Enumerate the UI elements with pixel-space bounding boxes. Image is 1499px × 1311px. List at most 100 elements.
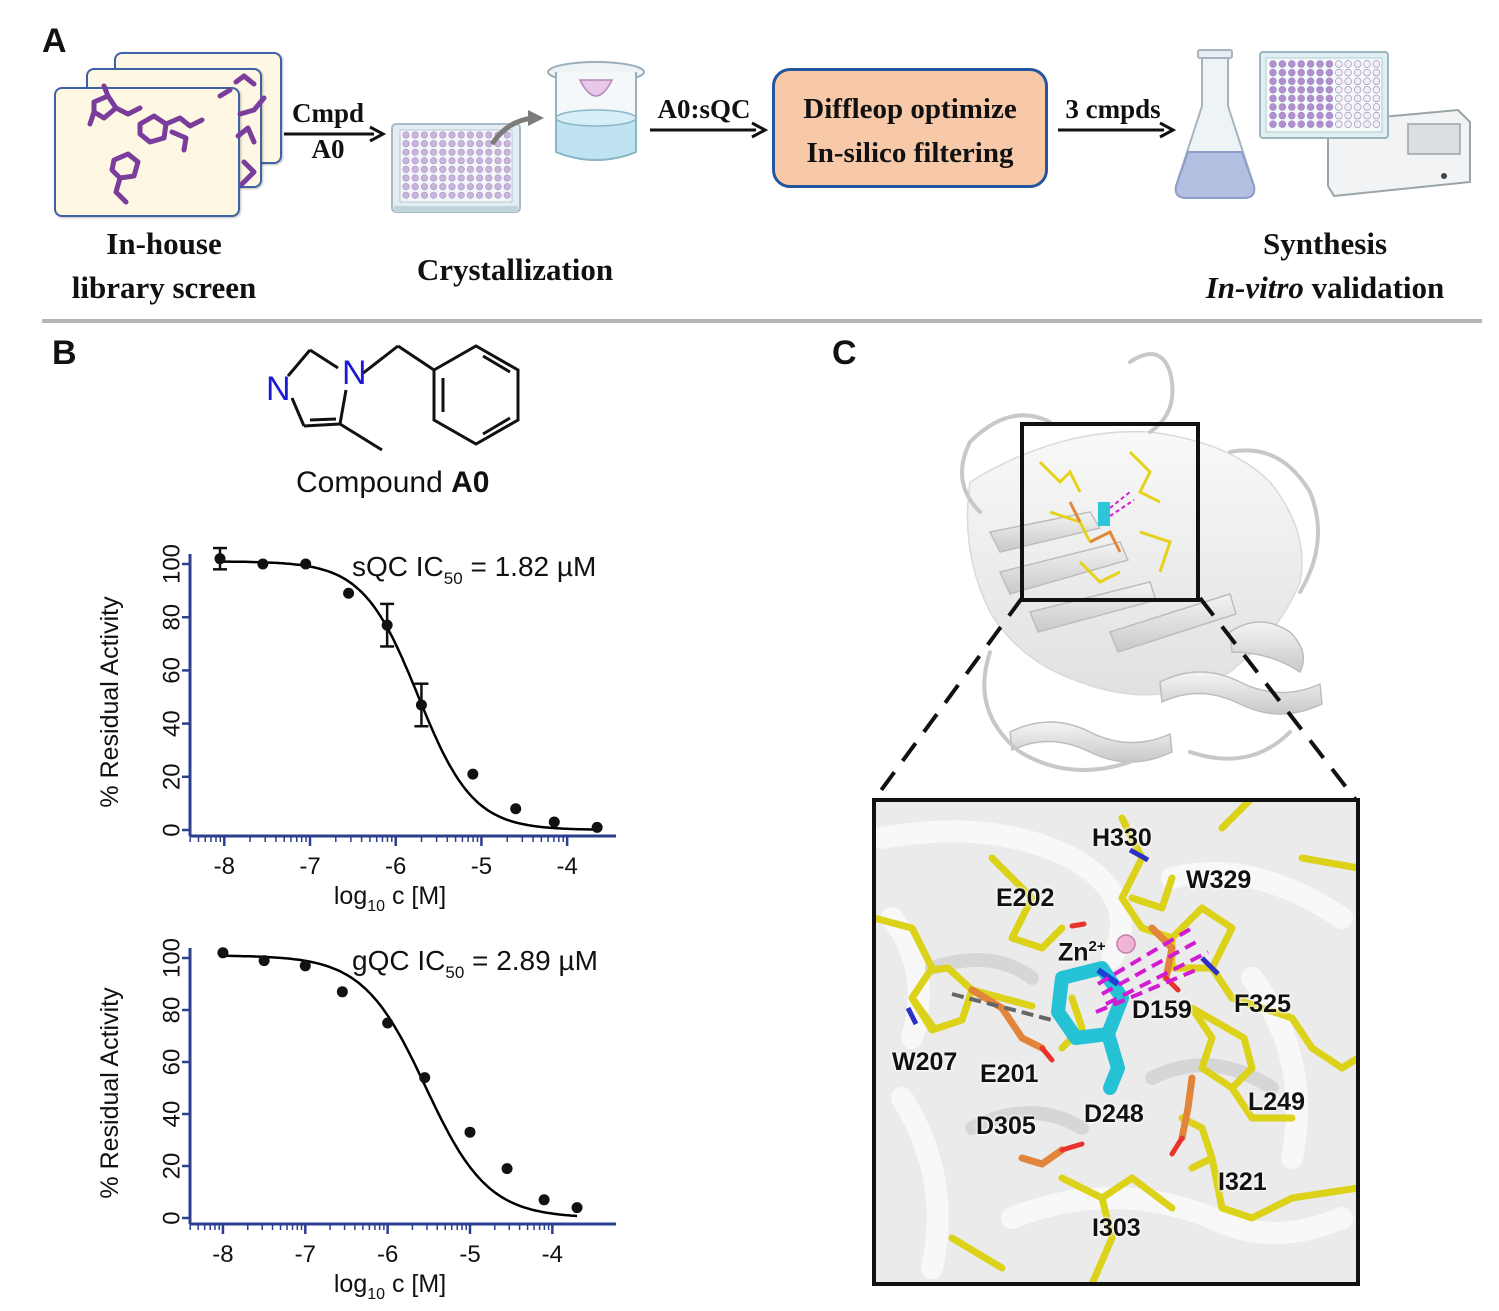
reader-well: [1269, 111, 1277, 120]
reader-well: [1297, 120, 1305, 128]
y-tick-label: 80: [159, 604, 186, 631]
x-axis-label-prefix: log: [334, 1270, 367, 1298]
reader-well: [1372, 60, 1381, 68]
x-axis-label-sub: 10: [367, 898, 385, 915]
diffleop-box-line1: Diffleop optimize: [803, 93, 1017, 125]
plate-well: [448, 131, 456, 139]
plate-well: [485, 174, 493, 182]
plate-well: [430, 148, 438, 156]
arrow-right-icon: [650, 121, 768, 139]
chart-title-suffix: = 2.89 µM: [464, 945, 598, 976]
data-point: [343, 587, 355, 599]
protein-overview-cartoon: [960, 352, 1323, 772]
reader-well: [1288, 103, 1296, 111]
y-tick-label: 100: [159, 938, 186, 978]
reader-well: [1297, 86, 1305, 94]
arrow2-label: A0:sQC: [657, 94, 751, 124]
reader-well: [1325, 60, 1334, 68]
chart-title-sub: 50: [445, 963, 464, 982]
plate-well: [466, 183, 474, 191]
residue-d248-label: D248: [1084, 1100, 1144, 1128]
reader-well: [1372, 103, 1381, 111]
plate-well: [466, 148, 474, 156]
reader-well: [1363, 68, 1371, 77]
plate-well: [503, 174, 511, 182]
plate-well: [503, 191, 511, 199]
plate-well: [402, 157, 410, 165]
reader-well: [1269, 103, 1277, 111]
arrow-right-icon: [1058, 121, 1176, 139]
data-point: [510, 803, 522, 815]
crystallization-caption: Crystallization: [416, 252, 614, 287]
plate-well: [476, 131, 484, 139]
plate-well: [494, 157, 502, 165]
reader-well: [1316, 120, 1324, 128]
reader-well: [1297, 60, 1305, 68]
arrow1-label-line1: Cmpd: [291, 98, 365, 128]
reader-well: [1306, 94, 1315, 103]
data-point: [464, 1126, 476, 1138]
synthesis-caption: Synthesis In-vitro validation: [1170, 222, 1480, 310]
reader-well: [1306, 60, 1315, 68]
zinc-ion-label: Zn2+: [1058, 938, 1106, 967]
reader-well: [1372, 68, 1381, 77]
plate-well: [439, 157, 447, 165]
plate-well: [439, 131, 447, 139]
diffleop-box-line2: In-silico filtering: [806, 137, 1014, 169]
reader-well: [1297, 94, 1305, 103]
data-point: [214, 553, 226, 565]
plate-well: [402, 165, 410, 173]
plate-well: [466, 131, 474, 139]
x-tick-label: -7: [299, 853, 320, 880]
reader-well: [1288, 86, 1296, 94]
residue-f325-label: F325: [1234, 990, 1291, 1018]
reader-well: [1316, 103, 1324, 111]
crystallization-well-icon: [547, 61, 645, 161]
reader-well: [1363, 86, 1371, 94]
residue-w329-label: W329: [1186, 866, 1252, 894]
reader-well: [1278, 77, 1287, 85]
reader-well: [1372, 77, 1381, 85]
y-tick-label: 40: [159, 1101, 186, 1128]
plate-well: [485, 131, 493, 139]
reader-well: [1288, 120, 1296, 128]
library-caption-line1: In-house: [106, 226, 222, 261]
compound-prefix: Compound: [296, 466, 452, 499]
reader-well: [1325, 86, 1334, 94]
data-point: [538, 1194, 550, 1206]
plate-well: [503, 131, 511, 139]
plate-well: [439, 165, 447, 173]
plate-well: [439, 191, 447, 199]
reader-well: [1344, 86, 1352, 94]
plate-well: [448, 140, 456, 148]
plate-well: [485, 157, 493, 165]
plate-well: [476, 157, 484, 165]
plate-well: [411, 174, 419, 182]
data-point: [571, 1202, 583, 1214]
y-tick-label: 0: [159, 823, 186, 836]
plate-well: [402, 183, 410, 191]
plate-well: [430, 174, 438, 182]
plate-well: [430, 140, 438, 148]
plate-well: [457, 157, 465, 165]
reader-well: [1269, 94, 1277, 103]
plate-well: [476, 148, 484, 156]
reader-well: [1306, 77, 1315, 85]
y-axis-label: % Residual Activity: [96, 596, 124, 808]
fit-curve: [222, 954, 578, 1218]
chart-title-prefix: sQC IC: [352, 551, 444, 582]
residue-h330-label: H330: [1092, 824, 1152, 852]
plate-well: [457, 191, 465, 199]
y-tick-label: 80: [159, 997, 186, 1024]
reader-well: [1353, 86, 1362, 94]
reader-well: [1278, 94, 1287, 103]
residue-e201-label: E201: [980, 1060, 1039, 1088]
reader-well: [1278, 103, 1287, 111]
y-axis-label: % Residual Activity: [96, 987, 124, 1199]
plate-well: [420, 140, 428, 148]
reader-well: [1306, 68, 1315, 77]
compound-a0-label: Compound A0: [296, 466, 489, 500]
reader-well: [1372, 86, 1381, 94]
x-tick-label: -8: [214, 853, 235, 880]
data-point: [217, 947, 229, 959]
